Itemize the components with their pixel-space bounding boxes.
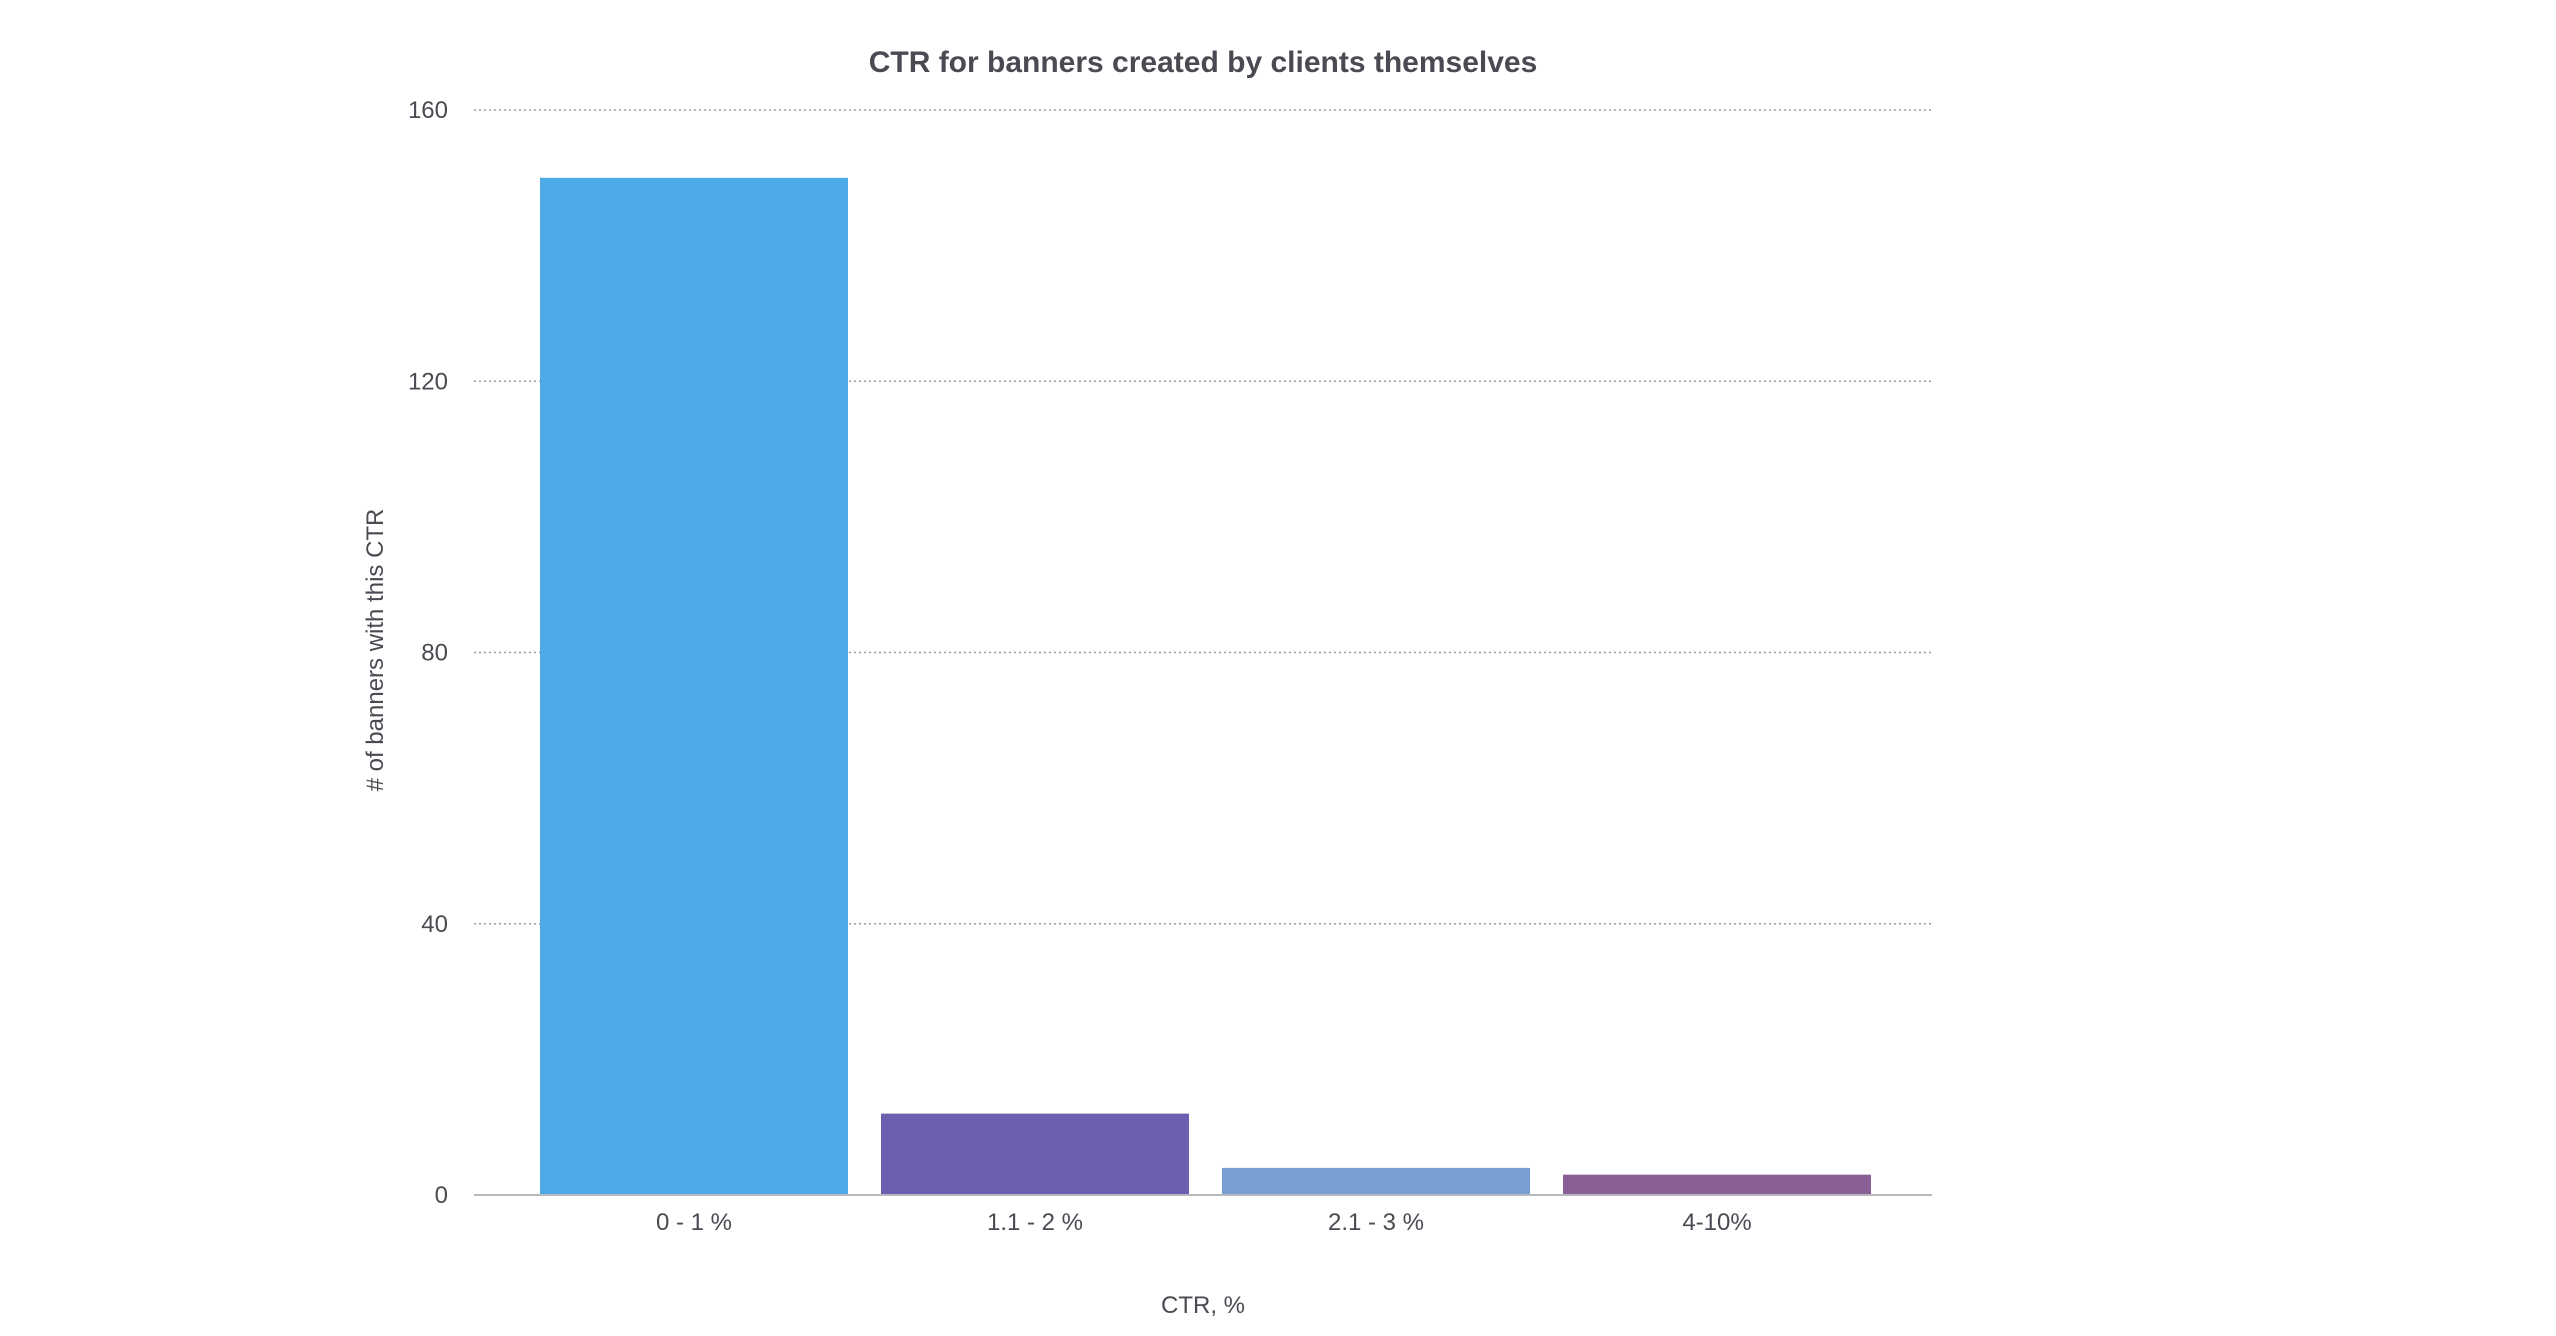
x-tick-label: 1.1 - 2 % xyxy=(987,1209,1083,1236)
y-tick-label: 80 xyxy=(421,640,448,667)
y-tick-label: 0 xyxy=(435,1182,448,1209)
bars xyxy=(540,177,1871,1195)
y-tick-label: 40 xyxy=(421,911,448,938)
x-axis-label: CTR, % xyxy=(1161,1292,1245,1319)
x-tick-label: 4-10% xyxy=(1682,1209,1751,1236)
y-axis-label: # of banners with this CTR xyxy=(362,509,389,792)
y-axis-ticks: 0 40 80 120 160 xyxy=(408,97,448,1209)
bar[interactable] xyxy=(881,1113,1189,1195)
x-tick-label: 2.1 - 3 % xyxy=(1328,1209,1424,1236)
bar[interactable] xyxy=(1563,1174,1871,1195)
y-tick-label: 120 xyxy=(408,368,448,395)
x-tick-label: 0 - 1 % xyxy=(656,1209,732,1236)
bar[interactable] xyxy=(540,177,848,1195)
y-tick-label: 160 xyxy=(408,97,448,124)
bar[interactable] xyxy=(1222,1167,1530,1195)
x-axis-ticks: 0 - 1 % 1.1 - 2 % 2.1 - 3 % 4-10% xyxy=(656,1209,1752,1236)
chart-title: CTR for banners created by clients thems… xyxy=(869,46,1538,79)
gridlines xyxy=(474,109,1932,925)
